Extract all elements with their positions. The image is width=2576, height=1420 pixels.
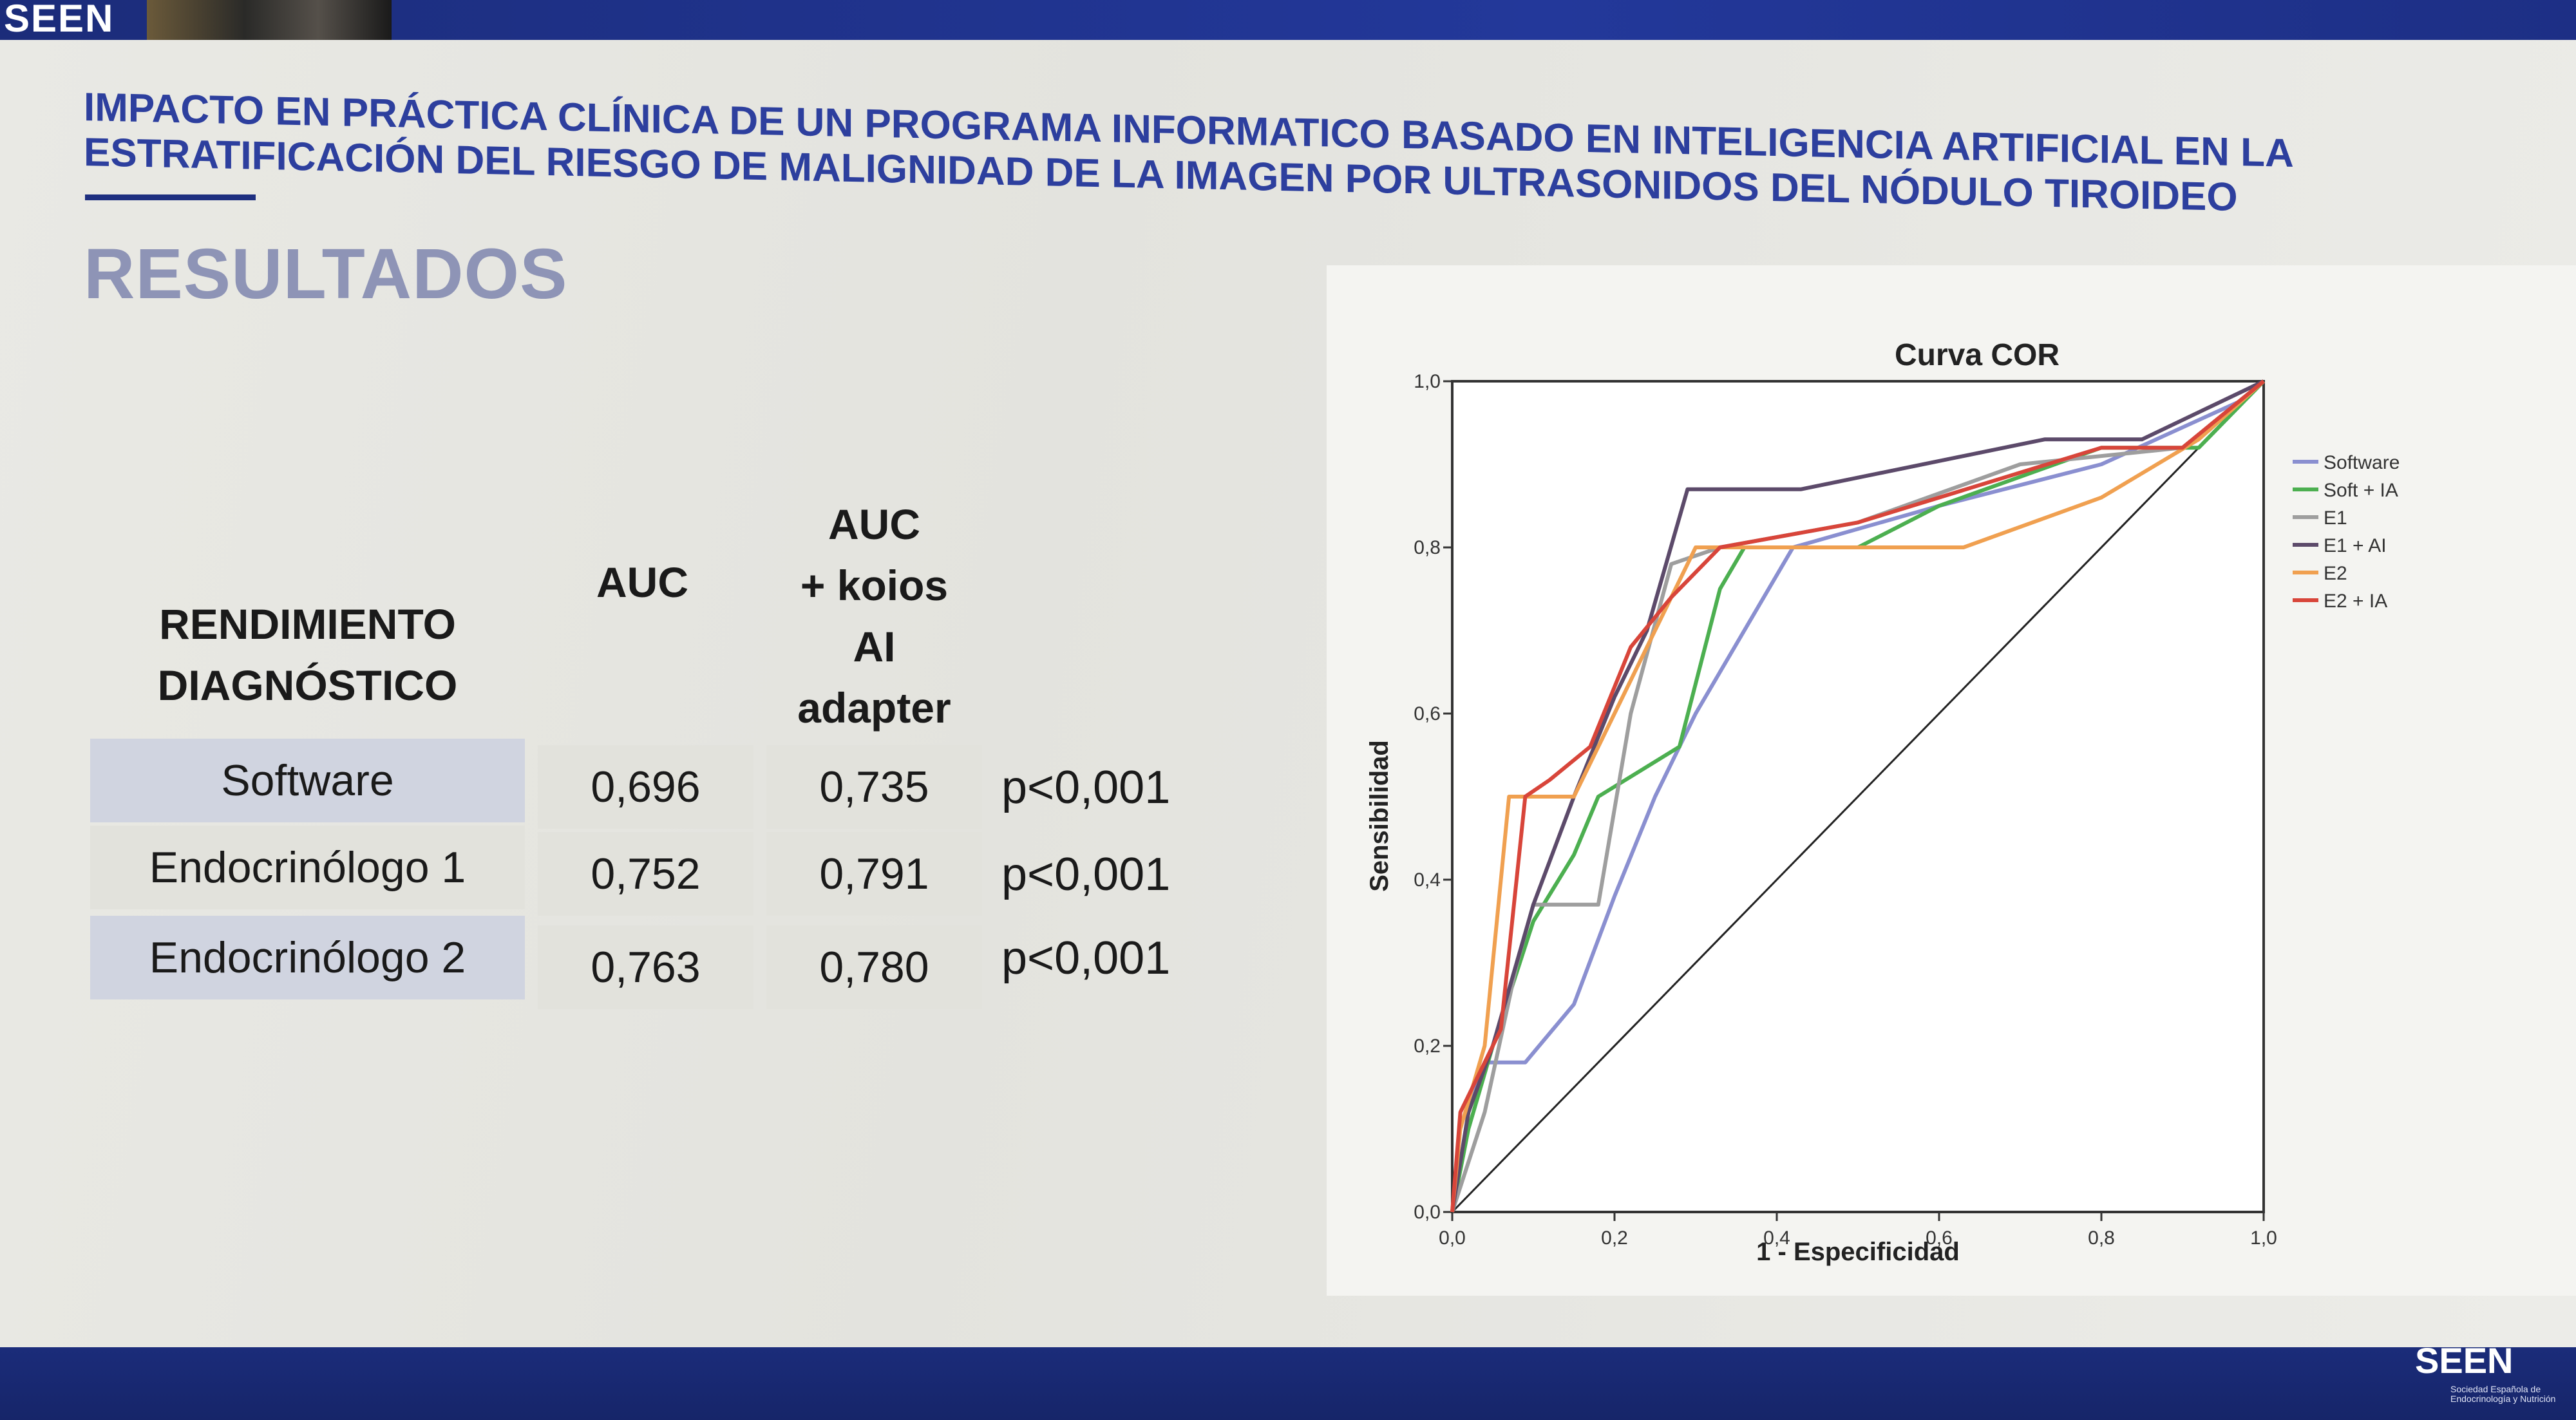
header-rendimiento: RENDIMIENTO DIAGNÓSTICO: [90, 594, 525, 716]
row-auc-ai-software: 0,735: [766, 745, 982, 829]
video-thumbnail: [147, 0, 392, 40]
reference-diagonal: [1451, 380, 2265, 1213]
header-rendimiento-line-1: RENDIMIENTO: [159, 600, 456, 648]
legend-label-0: Software: [2324, 452, 2400, 473]
header-rendimiento-line-2: DIAGNÓSTICO: [157, 661, 458, 709]
footer-logo: SEEN: [2415, 1340, 2514, 1381]
y-tick-label: 0,4: [1414, 869, 1441, 891]
x-tick-label: 0,4: [1763, 1227, 1790, 1249]
y-tick-label: 0,6: [1414, 703, 1441, 724]
y-tick-label: 1,0: [1414, 371, 1441, 392]
chart-plot-area: 0,0 0,0 0,2 0,2 0,4 0,4 0,6 0,6 0,8 0,8 1,0 1,0: [1414, 371, 2277, 1249]
y-tick-label: 0,8: [1414, 537, 1441, 558]
series-line-5: [1450, 379, 2265, 1213]
row-label-endocrinologo-1: Endocrinólogo 1: [90, 826, 525, 909]
section-title: RESULTADOS: [84, 234, 568, 314]
row-p-endocrinologo-1: p<0,001: [1001, 849, 1171, 900]
x-tick-label: 1,0: [2250, 1227, 2277, 1249]
top-logo: SEEN: [4, 0, 115, 40]
row-p-endocrinologo-2: p<0,001: [1001, 932, 1171, 984]
x-tick-label: 0,6: [1926, 1227, 1953, 1249]
header-auc-ai: AUC + koios AI adapter: [766, 494, 982, 739]
title-underline: [85, 194, 256, 200]
x-tick-label: 0,2: [1601, 1227, 1628, 1249]
row-label-endocrinologo-2: Endocrinólogo 2: [90, 916, 525, 999]
chart-x-axis-label: 1 - Especificidad: [1756, 1238, 1960, 1266]
row-auc-ai-endocrinologo-1: 0,791: [766, 832, 982, 916]
row-label-software: Software: [90, 739, 525, 822]
x-tick-label: 0,8: [2088, 1227, 2115, 1249]
series-line-4: [1450, 379, 2266, 1213]
row-auc-software: 0,696: [538, 745, 753, 829]
header-auc-ai-line-1: AUC: [828, 500, 920, 548]
row-p-software: p<0,001: [1001, 762, 1171, 813]
legend-label-2: E1: [2324, 507, 2347, 529]
footer-subtitle: Sociedad Española de Endocrinología y Nu…: [2450, 1384, 2556, 1404]
roc-chart-panel: Curva COR 1 - Especificidad Sensibilidad…: [1327, 265, 2576, 1296]
top-banner: SEEN: [0, 0, 2576, 40]
header-auc: AUC: [596, 558, 688, 606]
y-tick-label: 0,2: [1414, 1036, 1441, 1057]
chart-title: Curva COR: [1895, 338, 2060, 372]
y-tick-label: 0,0: [1414, 1202, 1441, 1223]
legend-label-4: E2: [2324, 563, 2347, 584]
legend-label-5: E2 + IA: [2324, 591, 2387, 612]
row-auc-ai-endocrinologo-2: 0,780: [766, 925, 982, 1009]
slide: IMPACTO EN PRÁCTICA CLÍNICA DE UN PROGRA…: [0, 40, 2576, 1347]
header-auc-ai-line-4: adapter: [797, 684, 951, 732]
header-auc-ai-line-2: + koios: [800, 562, 949, 609]
header-auc-ai-line-3: AI: [853, 623, 896, 670]
chart-y-axis-label: Sensibilidad: [1365, 740, 1394, 892]
roc-chart: Curva COR 1 - Especificidad Sensibilidad…: [1365, 338, 2400, 1266]
series-line-0: [1450, 379, 2266, 1213]
bottom-banner: [0, 1347, 2576, 1420]
x-tick-label: 0,0: [1439, 1227, 1466, 1249]
legend-label-1: Soft + IA: [2324, 480, 2398, 501]
legend-label-3: E1 + AI: [2324, 535, 2387, 556]
row-auc-endocrinologo-1: 0,752: [538, 832, 753, 916]
slide-title: IMPACTO EN PRÁCTICA CLÍNICA DE UN PROGRA…: [84, 85, 2467, 225]
row-auc-endocrinologo-2: 0,763: [538, 925, 753, 1009]
chart-legend: Software Soft + IA E1 E1 + AI E2 E2 + IA: [2293, 452, 2400, 612]
